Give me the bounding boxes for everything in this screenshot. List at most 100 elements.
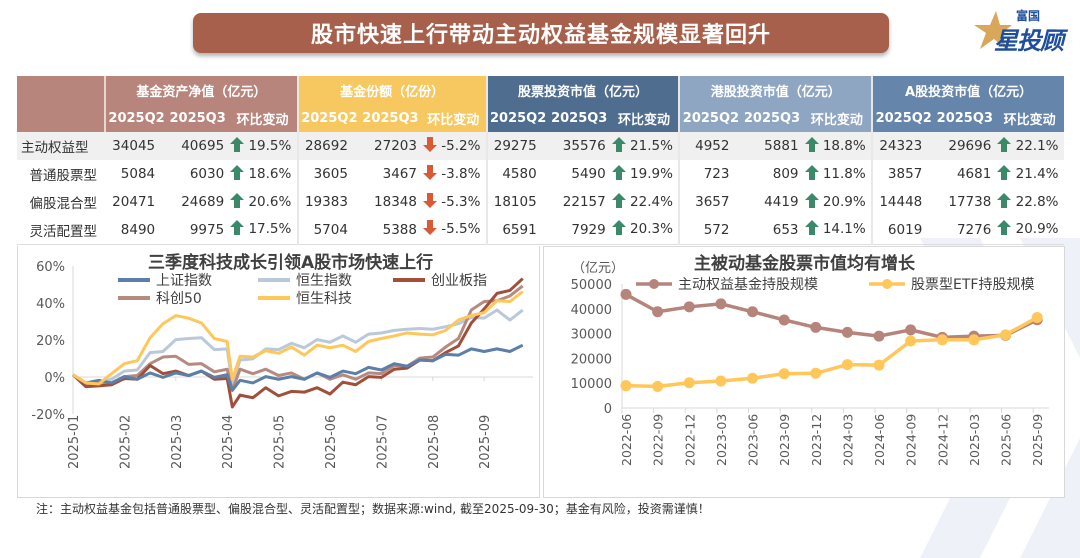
x-tick-label: 2024-03 xyxy=(840,414,855,466)
arrow-up-icon xyxy=(230,220,245,239)
change-value: 20.9% xyxy=(1011,221,1059,238)
data-point xyxy=(810,321,822,333)
cell-change: 20.9% xyxy=(803,188,873,216)
table-row: 灵活配置型 8490 9975 17.5% 5704 5388 -5.5% 6591 792… xyxy=(17,216,1064,245)
change-value: 22.8% xyxy=(1011,193,1059,210)
cell-change: 19.5% xyxy=(228,132,298,160)
brand-logo: 富国 星投顾 xyxy=(972,5,1072,55)
subheader-2025Q2: 2025Q2 xyxy=(105,104,168,132)
cell-change: 11.8% xyxy=(803,160,873,188)
x-tick-label: 2025-05 xyxy=(273,415,288,469)
legend-label: 恒生指数 xyxy=(296,273,352,289)
legend-label: 恒生科技 xyxy=(296,291,352,307)
cell-q3: 18348 xyxy=(374,194,417,210)
cell-change: 21.4% xyxy=(995,160,1064,188)
cell-change: 20.6% xyxy=(228,188,298,216)
subheader-2025Q2: 2025Q2 xyxy=(296,104,360,132)
cell-q3: 27203 xyxy=(359,132,421,160)
cell-q2: 14448 xyxy=(871,188,935,216)
cell-q2: 5084 xyxy=(120,166,156,182)
y-tick-label: 40% xyxy=(36,297,65,312)
subheader-2025Q3: 2025Q3 xyxy=(934,104,996,132)
cell-change: 18.8% xyxy=(802,132,873,160)
data-point xyxy=(1000,329,1012,341)
cell-q3: 3467 xyxy=(382,166,417,182)
subheader-环比变动: 环比变动 xyxy=(995,104,1064,132)
cell-change: -5.5% xyxy=(420,216,487,245)
change-value: 14.1% xyxy=(818,221,866,238)
subheader-环比变动: 环比变动 xyxy=(420,104,487,132)
x-tick-label: 2025-08 xyxy=(427,415,442,469)
cell-change: 20.3% xyxy=(609,216,680,245)
arrow-down-icon xyxy=(422,164,437,184)
x-tick-label: 2025-03 xyxy=(967,414,982,466)
left-chart-title: 三季度科技成长引领A股市场快速上行 xyxy=(148,253,434,273)
subheader-2025Q3: 2025Q3 xyxy=(167,104,229,132)
page-title-banner: 股市快速上行带动主动权益基金规模显著回升 xyxy=(193,13,889,53)
y-tick-label: 30000 xyxy=(571,328,612,343)
subheader-2025Q3: 2025Q3 xyxy=(359,104,421,132)
y-tick-label: 0% xyxy=(44,371,65,386)
subheader-2025Q3: 2025Q3 xyxy=(741,104,803,132)
series-line-科创50 xyxy=(72,284,524,392)
legend-marker xyxy=(882,279,892,289)
table-row: 普通股票型 5084 6030 18.6% 3605 3467 -3.8% 4580 549… xyxy=(17,160,1064,188)
cell-q3: 7929 xyxy=(548,216,610,245)
arrow-down-icon xyxy=(422,220,437,239)
group-header-hk: 港股投资市值（亿元） xyxy=(678,76,873,104)
cell-change: 17.5% xyxy=(228,216,298,245)
cell-q3: 5881 xyxy=(741,132,803,160)
group-header-a: A股投资市值（亿元） xyxy=(871,76,1064,104)
cell-q2: 572 xyxy=(678,216,742,245)
group-header-stock: 股票投资市值（亿元） xyxy=(485,76,680,104)
x-tick-label: 2025-09 xyxy=(1030,414,1045,466)
data-point xyxy=(936,334,948,346)
legend-label: 上证指数 xyxy=(156,273,212,289)
cell-q3: 4681 xyxy=(956,166,992,182)
data-point xyxy=(620,288,632,300)
arrow-up-icon xyxy=(611,164,626,184)
cell-q2: 19383 xyxy=(296,188,360,216)
cell-q3: 29696 xyxy=(934,132,996,160)
arrow-up-icon xyxy=(611,220,626,239)
table-body: 主动权益型 34045 40695 19.5% 28692 27203 -5.2% 292… xyxy=(17,132,1064,245)
arrow-up-icon xyxy=(611,136,626,156)
y-axis-unit: （亿元） xyxy=(572,261,624,276)
change-value: 20.6% xyxy=(244,193,292,210)
x-tick-label: 2023-09 xyxy=(777,414,792,466)
change-value: 22.4% xyxy=(625,193,673,210)
legend-label: 主动权益基金持股规模 xyxy=(678,276,818,293)
arrow-up-icon xyxy=(997,192,1012,212)
data-point xyxy=(683,301,695,313)
subheader-2025Q2: 2025Q2 xyxy=(871,104,935,132)
subheader-2025Q2: 2025Q2 xyxy=(485,104,549,132)
cell-q2: 6591 xyxy=(485,216,549,245)
cell-q2: 28692 xyxy=(296,132,360,160)
change-value: 21.5% xyxy=(625,137,673,154)
group-header-share: 基金份额（亿份） xyxy=(296,76,487,104)
arrow-up-icon xyxy=(997,220,1012,239)
cell-q3: 5490 xyxy=(571,166,606,182)
arrow-up-icon xyxy=(804,220,819,239)
x-tick-label: 2025-02 xyxy=(118,415,133,469)
right-chart-title: 主被动基金股票市值均有增长 xyxy=(694,254,915,274)
x-tick-label: 2025-06 xyxy=(999,414,1014,466)
y-tick-label: 0 xyxy=(604,402,612,417)
data-point xyxy=(747,306,759,318)
y-tick-label: 50000 xyxy=(571,278,612,293)
data-point xyxy=(715,298,727,310)
cell-q2: 5704 xyxy=(296,216,360,245)
group-header-nav: 基金资产净值（亿元） xyxy=(105,76,298,104)
x-tick-label: 2025-09 xyxy=(478,415,493,469)
change-value: -3.8% xyxy=(436,165,481,182)
change-value: -5.5% xyxy=(436,221,481,238)
data-point xyxy=(778,314,790,326)
change-value: 17.5% xyxy=(244,221,292,238)
cell-change: -3.8% xyxy=(421,160,487,188)
cell-q3: 40695 xyxy=(167,132,229,160)
arrow-up-icon xyxy=(230,164,245,184)
arrow-up-icon xyxy=(997,164,1012,184)
change-value: 19.5% xyxy=(244,137,292,154)
data-point xyxy=(1031,311,1043,323)
cell-change: -5.3% xyxy=(421,188,487,216)
